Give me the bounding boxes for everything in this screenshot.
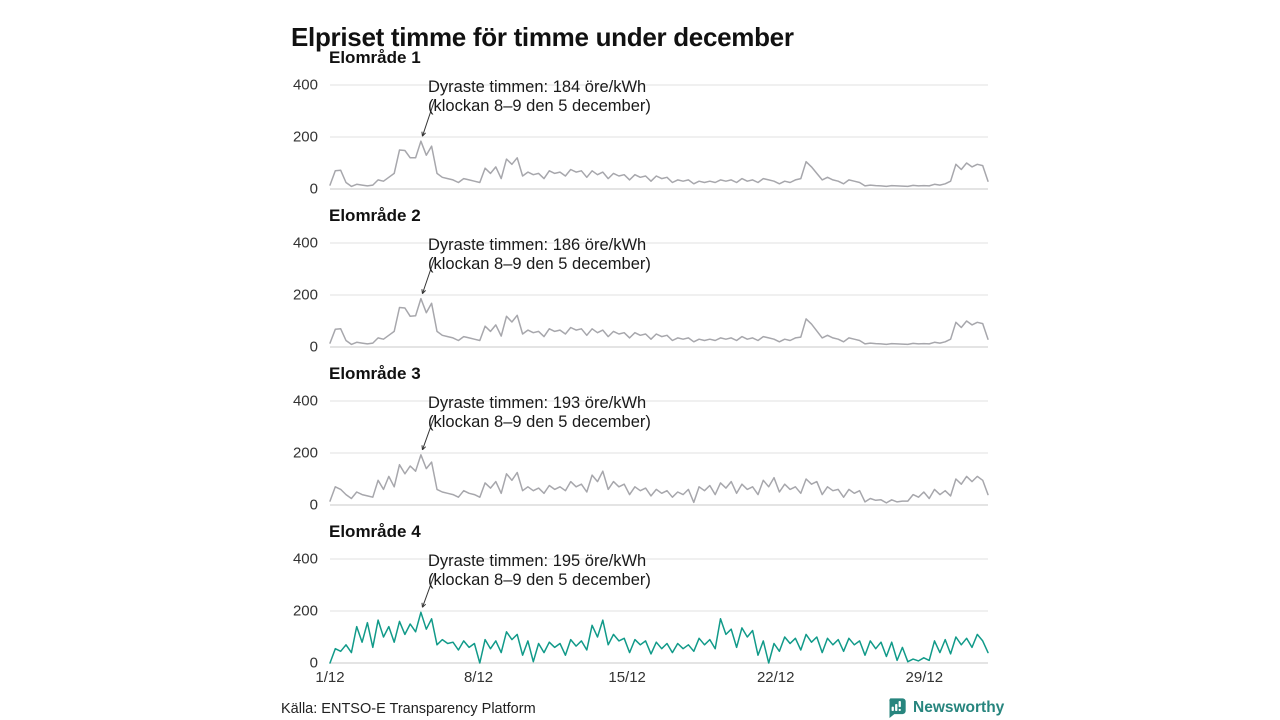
line-chart [329, 242, 989, 348]
max-annotation: Dyraste timmen: 184 öre/kWh (klockan 8–9… [428, 78, 651, 116]
annotation-line1: Dyraste timmen: 195 öre/kWh [428, 552, 647, 570]
max-annotation: Dyraste timmen: 186 öre/kWh (klockan 8–9… [428, 236, 651, 274]
panel-title: Elområde 3 [329, 364, 421, 383]
x-tick: 15/12 [608, 669, 646, 686]
line-chart [329, 558, 989, 664]
panel-elomrade-3: Elområde 3 400 200 0 Dyraste timmen: 193… [0, 358, 1280, 516]
panel-title: Elområde 4 [329, 522, 421, 541]
y-tick-0: 0 [309, 654, 318, 672]
annotation-line2: (klockan 8–9 den 5 december) [428, 97, 651, 115]
x-tick: 8/12 [463, 669, 494, 686]
panel-elomrade-1: Elområde 1 400 200 0 Dyraste timmen: 184… [0, 42, 1280, 200]
source-credit: Källa: ENTSO-E Transparency Platform [281, 701, 536, 717]
annotation-line1: Dyraste timmen: 193 öre/kWh [428, 394, 647, 412]
line-chart [329, 84, 989, 190]
annotation-line2: (klockan 8–9 den 5 december) [428, 413, 651, 431]
max-annotation: Dyraste timmen: 193 öre/kWh (klockan 8–9… [428, 394, 651, 432]
max-annotation: Dyraste timmen: 195 öre/kWh (klockan 8–9… [428, 552, 651, 590]
brand-name: Newsworthy [913, 698, 1005, 716]
x-tick: 1/12 [315, 669, 345, 686]
y-tick-0: 0 [309, 496, 318, 514]
y-tick-400: 400 [292, 76, 318, 94]
annotation-line2: (klockan 8–9 den 5 december) [428, 571, 651, 589]
newsworthy-logo-icon [889, 698, 906, 718]
y-tick-400: 400 [292, 234, 318, 252]
y-tick-0: 0 [309, 180, 318, 198]
annotation-line1: Dyraste timmen: 186 öre/kWh [428, 236, 647, 254]
y-tick-200: 200 [292, 602, 318, 620]
newsworthy-brand: Newsworthy [886, 697, 1004, 718]
line-chart [329, 400, 989, 506]
y-tick-200: 200 [292, 128, 318, 146]
annotation-line2: (klockan 8–9 den 5 december) [428, 255, 651, 273]
chart-title: Elpriset timme för timme under december [291, 22, 794, 53]
y-tick-200: 200 [292, 444, 318, 462]
y-tick-400: 400 [292, 392, 318, 410]
y-tick-400: 400 [292, 550, 318, 568]
panel-elomrade-4: Elområde 4 400 200 0 Dyraste timmen: 195… [0, 516, 1280, 674]
panel-title: Elområde 1 [329, 48, 421, 67]
annotation-line1: Dyraste timmen: 184 öre/kWh [428, 78, 647, 96]
y-tick-200: 200 [292, 286, 318, 304]
x-tick: 29/12 [905, 669, 944, 686]
x-tick: 22/12 [756, 669, 795, 686]
panel-elomrade-2: Elområde 2 400 200 0 Dyraste timmen: 186… [0, 200, 1280, 358]
panel-title: Elområde 2 [329, 206, 421, 225]
y-tick-0: 0 [309, 338, 318, 356]
